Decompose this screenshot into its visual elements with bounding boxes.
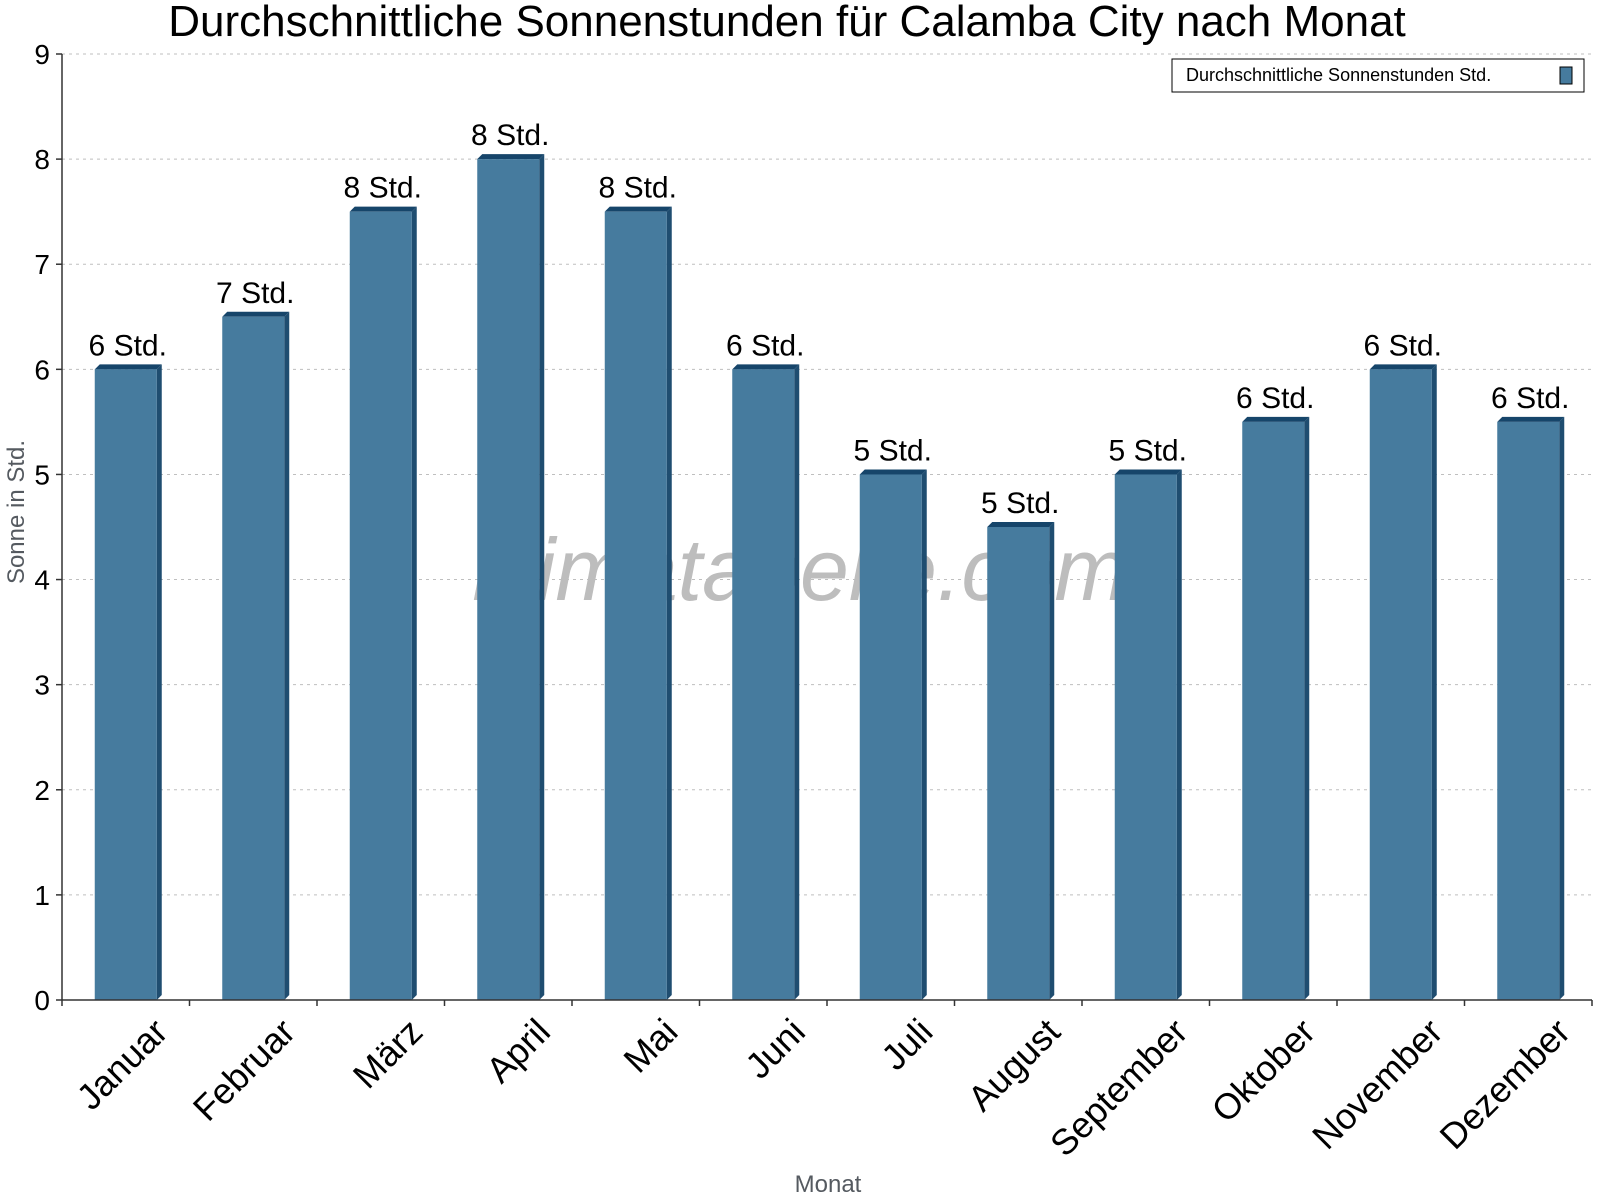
- bar-front: [1242, 421, 1305, 1000]
- legend-swatch: [1559, 66, 1573, 85]
- bar-side: [1431, 364, 1437, 1000]
- x-tick-label: November: [1304, 1011, 1450, 1157]
- bar-front: [222, 316, 285, 1000]
- bar-side: [1049, 522, 1055, 1000]
- chart-title: Durchschnittliche Sonnenstunden für Cala…: [168, 0, 1406, 46]
- bar-top: [859, 469, 927, 475]
- bar-top: [732, 364, 800, 370]
- bar-front: [859, 474, 922, 1000]
- bar-side: [1304, 416, 1310, 1000]
- bar-juni: [732, 364, 800, 1000]
- x-tick-label: Juni: [737, 1011, 813, 1087]
- bar-top: [349, 206, 417, 212]
- x-tick-label: Dezember: [1431, 1011, 1577, 1157]
- x-tick-label: Februar: [185, 1011, 303, 1129]
- x-tick-label: Mai: [615, 1011, 685, 1081]
- y-tick-label: 2: [34, 775, 50, 806]
- bar-top: [222, 311, 290, 317]
- y-tick-label: 6: [34, 354, 50, 385]
- bar-april: [477, 154, 545, 1001]
- data-label: 8 Std.: [599, 172, 677, 205]
- bar-märz: [349, 206, 417, 1000]
- bar-dezember: [1497, 416, 1565, 1000]
- grid-lines: [62, 53, 1592, 896]
- x-tick-label: April: [478, 1011, 558, 1091]
- legend: Durchschnittliche Sonnenstunden Std.: [1171, 58, 1585, 93]
- bar-front: [987, 527, 1050, 1000]
- y-tick-label: 8: [34, 144, 50, 175]
- bar-front: [477, 159, 540, 1001]
- bar-front: [732, 369, 795, 1000]
- y-tick-label: 0: [34, 985, 50, 1016]
- bar-side: [794, 364, 800, 1000]
- x-tick-label: September: [1042, 1011, 1196, 1165]
- legend-box: [1171, 58, 1585, 93]
- x-tick-label: Oktober: [1203, 1011, 1323, 1131]
- data-label: 8 Std.: [471, 119, 549, 152]
- bar-front: [349, 211, 412, 1000]
- y-axis-label: Sonne in Std.: [3, 440, 30, 584]
- bar-side: [284, 311, 290, 1000]
- y-tick-label: 9: [34, 39, 50, 70]
- data-label: 5 Std.: [854, 434, 932, 467]
- bar-front: [1497, 421, 1560, 1000]
- x-tick-label: August: [960, 1011, 1068, 1119]
- bar-side: [1176, 469, 1182, 1000]
- data-label: 6 Std.: [1236, 382, 1314, 415]
- bar-side: [921, 469, 927, 1000]
- y-tick-label: 4: [34, 565, 50, 596]
- data-label: 5 Std.: [981, 487, 1059, 520]
- bars: [94, 154, 1565, 1001]
- data-labels: 6 Std. 7 Std. 8 Std. 8 Std. 8 Std. 6 Std. 5 St…: [89, 119, 1570, 520]
- bar-oktober: [1242, 416, 1310, 1000]
- data-label: 6 Std.: [89, 329, 167, 362]
- x-tick-label: Juli: [873, 1011, 940, 1078]
- data-label: 6 Std.: [1491, 382, 1569, 415]
- bar-august: [987, 522, 1055, 1000]
- bar-top: [94, 364, 162, 370]
- bar-side: [156, 364, 162, 1000]
- bar-front: [1114, 474, 1177, 1000]
- bar-side: [1559, 416, 1565, 1000]
- x-tick-label: Januar: [69, 1011, 176, 1118]
- bar-top: [604, 206, 672, 212]
- bar-front: [604, 211, 667, 1000]
- bar-top: [1242, 416, 1310, 422]
- y-tick-label: 5: [34, 459, 50, 490]
- bar-januar: [94, 364, 162, 1000]
- y-tick-label: 7: [34, 249, 50, 280]
- bar-front: [94, 369, 157, 1000]
- data-label: 6 Std.: [1364, 329, 1442, 362]
- bar-top: [1114, 469, 1182, 475]
- y-tick-label: 3: [34, 670, 50, 701]
- y-tick-label: 1: [34, 880, 50, 911]
- data-label: 5 Std.: [1109, 434, 1187, 467]
- legend-label: Durchschnittliche Sonnenstunden Std.: [1186, 65, 1491, 85]
- bar-side: [539, 154, 545, 1001]
- data-label: 6 Std.: [726, 329, 804, 362]
- bar-juli: [859, 469, 927, 1000]
- bar-november: [1369, 364, 1437, 1000]
- bar-mai: [604, 206, 672, 1000]
- x-tick-label: März: [345, 1011, 431, 1097]
- bar-side: [666, 206, 672, 1000]
- bar-top: [1369, 364, 1437, 370]
- axes: [56, 53, 1593, 1006]
- bar-side: [411, 206, 417, 1000]
- bar-top: [987, 522, 1055, 527]
- data-label: 7 Std.: [216, 277, 294, 310]
- bar-september: [1114, 469, 1182, 1000]
- bar-top: [477, 154, 545, 160]
- bar-top: [1497, 416, 1565, 422]
- x-axis-label: Monat: [795, 1171, 862, 1198]
- data-label: 8 Std.: [344, 172, 422, 205]
- bar-front: [1369, 369, 1432, 1000]
- bar-februar: [222, 311, 290, 1000]
